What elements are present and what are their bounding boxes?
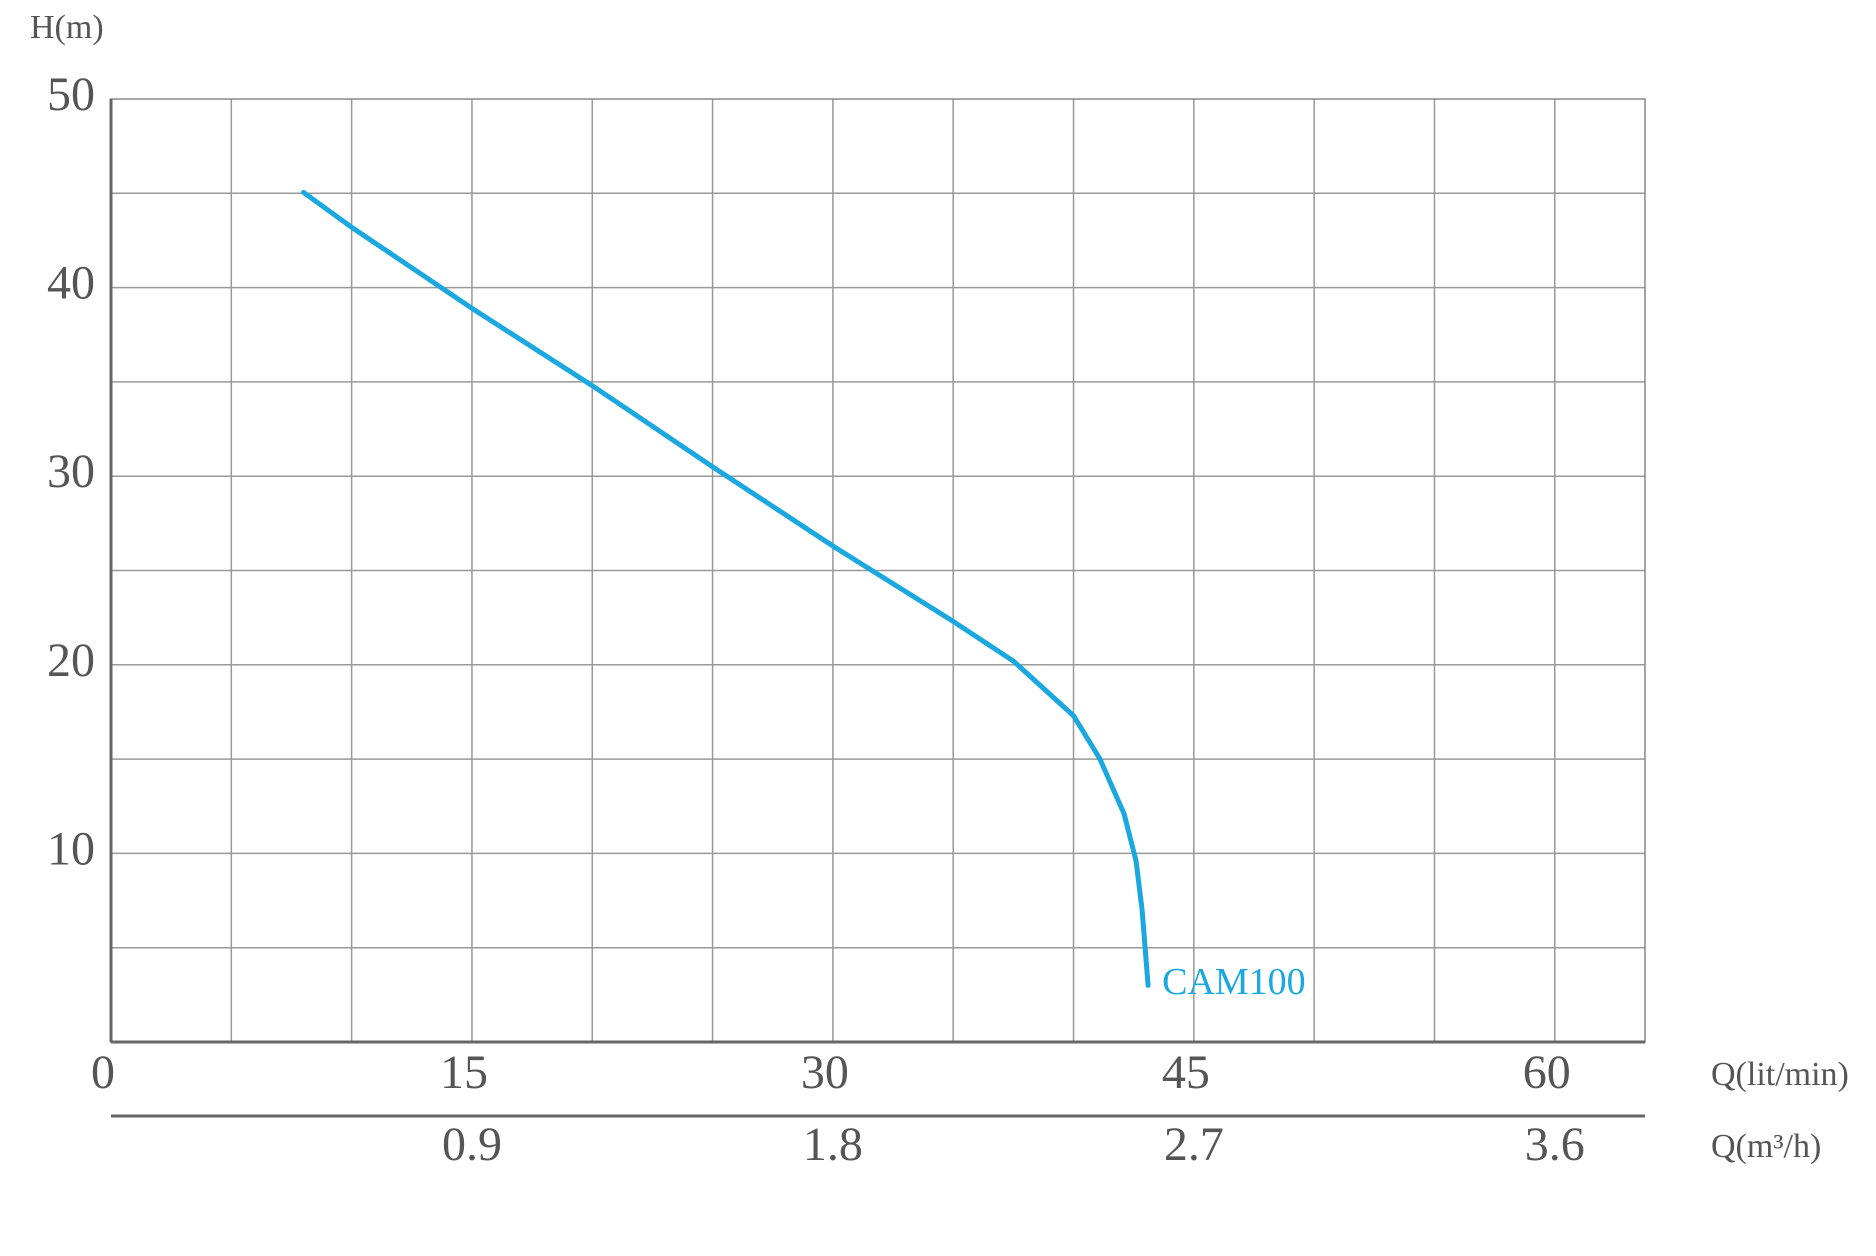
x2-axis-label: Q(m³/h)	[1711, 1128, 1821, 1165]
series-label: CAM100	[1162, 961, 1306, 1003]
y-tick-label: 20	[47, 634, 95, 687]
x-tick-label: 45	[1162, 1046, 1210, 1099]
x2-tick-label: 2.7	[1164, 1118, 1224, 1171]
y-tick-label: 30	[47, 445, 95, 498]
curve	[301, 189, 1151, 988]
y-tick-label: 10	[47, 822, 95, 875]
y-tick-label: 40	[47, 257, 95, 310]
x-tick-label: 15	[440, 1046, 488, 1099]
x-axis-label: Q(lit/min)	[1711, 1056, 1849, 1093]
x-tick-label: 0	[91, 1046, 115, 1099]
x-tick-label: 60	[1523, 1046, 1571, 1099]
y-tick-label: 50	[47, 68, 95, 121]
x-tick-label: 30	[801, 1046, 849, 1099]
x2-tick-label: 0.9	[442, 1118, 502, 1171]
x2-tick-label: 3.6	[1525, 1118, 1585, 1171]
x2-tick-label: 1.8	[803, 1118, 863, 1171]
y-axis-label: H(m)	[30, 9, 104, 46]
